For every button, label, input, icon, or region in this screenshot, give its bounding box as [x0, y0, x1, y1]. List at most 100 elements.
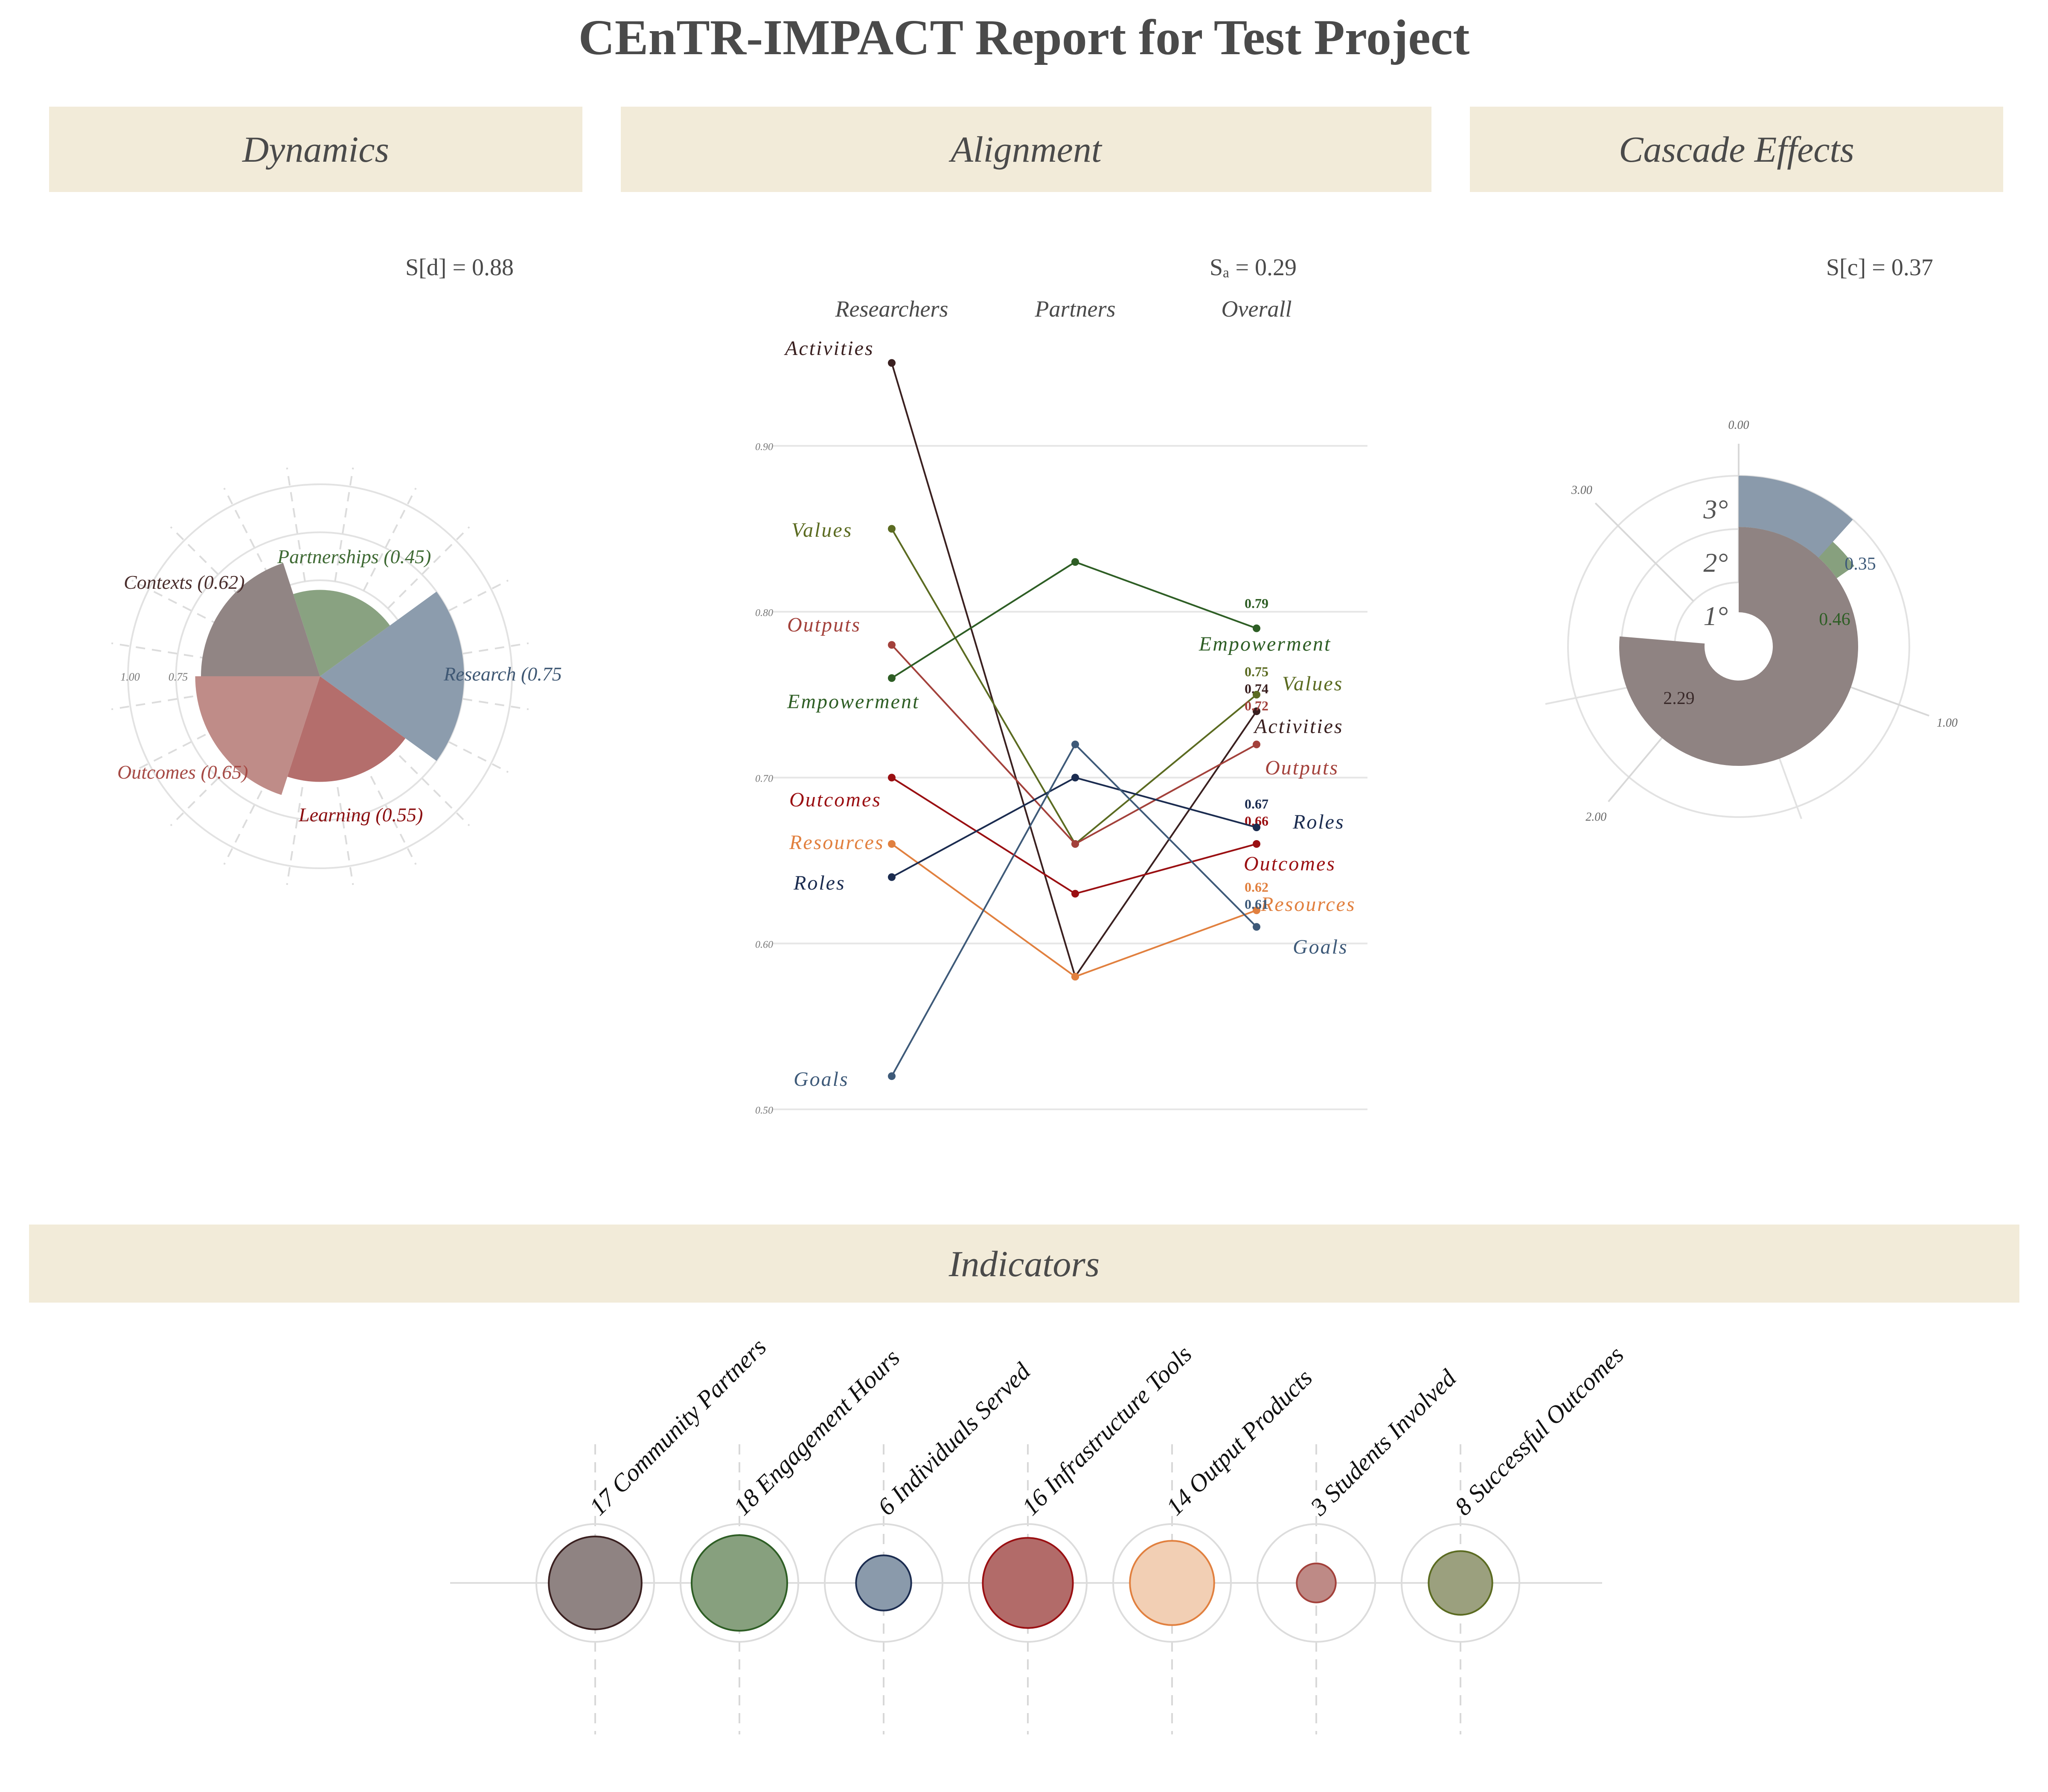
cascade-tick-label: 2.00 — [1585, 810, 1606, 823]
alignment-series-label-left: Goals — [794, 1068, 849, 1091]
alignment-point — [1253, 906, 1260, 914]
indicator-bubble — [1296, 1562, 1337, 1603]
alignment-score: Sₐ = 0.29 — [1210, 254, 1297, 281]
alignment-header: Alignment — [621, 107, 1431, 192]
dynamics-wedge — [195, 676, 320, 795]
indicators-header: Indicators — [29, 1225, 2019, 1303]
dynamics-tick-label: 1.00 — [120, 671, 140, 683]
cascade-tick-label: 3.00 — [1571, 483, 1592, 497]
alignment-series-label-left: Outputs — [787, 614, 861, 636]
indicator-outer-ring — [968, 1523, 1088, 1643]
report-title: CEnTR-IMPACT Report for Test Project — [578, 9, 1470, 65]
alignment-overall-value: 0.79 — [1245, 596, 1268, 611]
alignment-series-label-left: Values — [791, 519, 852, 541]
cascade-value-label: 0.35 — [1844, 554, 1876, 574]
dynamics-label: Research (0.75 — [443, 663, 562, 685]
dynamics-spoke — [363, 761, 417, 865]
cascade-bar — [1739, 476, 1853, 558]
alignment-x-category: Partners — [1035, 296, 1116, 322]
alignment-point — [888, 1072, 896, 1080]
dynamics-spoke — [387, 526, 470, 609]
alignment-y-tick: 0.80 — [755, 608, 773, 619]
indicator-outer-ring — [824, 1523, 943, 1643]
cascade-header: Cascade Effects — [1470, 107, 2003, 192]
alignment-point — [1253, 923, 1260, 931]
cascade-ring-label: 1° — [1703, 601, 1728, 631]
indicator-bubble — [1129, 1540, 1215, 1626]
cascade-value-label: 0.46 — [1819, 610, 1850, 629]
alignment-point — [1071, 774, 1079, 782]
alignment-y-tick: 0.90 — [755, 442, 773, 453]
dynamics-label: Contexts (0.62) — [124, 571, 245, 593]
indicator-label: 6 Individuals Served — [872, 1357, 1036, 1521]
dynamics-label: Partnerships (0.45) — [277, 546, 431, 567]
alignment-overall-value: 0.67 — [1245, 796, 1268, 812]
dynamics-spoke — [387, 743, 470, 826]
indicator-bubble — [691, 1534, 788, 1632]
alignment-point — [1253, 840, 1260, 848]
cascade-score: S[c] = 0.37 — [1826, 254, 1933, 281]
alignment-point — [1071, 973, 1079, 980]
dynamics-header: Dynamics — [49, 107, 582, 192]
alignment-point — [1071, 740, 1079, 748]
alignment-chart: 0.50 0.60 0.70 0.80 0.90 Researchers Partners O… — [755, 296, 1367, 1116]
alignment-point — [1253, 624, 1260, 632]
dynamics-wedge — [201, 563, 320, 676]
dynamics-tick-label: 0.75 — [169, 671, 188, 683]
indicator-outer-ring — [535, 1523, 655, 1643]
dynamics-wedge — [293, 590, 390, 676]
alignment-series-label-right: Outcomes — [1244, 852, 1336, 875]
cascade-value-label: 2.29 — [1663, 689, 1695, 708]
alignment-point — [1253, 740, 1260, 748]
alignment-point — [1253, 823, 1260, 832]
alignment-series-label-left: Outcomes — [789, 788, 881, 811]
cascade-ring-label: 2° — [1703, 547, 1728, 578]
indicator-bubble — [548, 1536, 643, 1630]
indicator-label: 14 Output Products — [1161, 1364, 1318, 1521]
alignment-point — [888, 774, 896, 782]
dynamics-wedge — [287, 676, 406, 782]
alignment-overall-value: 0.61 — [1245, 896, 1268, 912]
alignment-overall-value: 0.72 — [1245, 698, 1268, 713]
cascade-bar — [1619, 527, 1858, 766]
dynamics-label: Outcomes (0.65) — [117, 761, 248, 783]
indicator-bubble — [855, 1554, 912, 1612]
alignment-point — [1253, 691, 1260, 699]
alignment-point — [888, 641, 896, 649]
alignment-point — [1071, 840, 1079, 848]
dynamics-wedge — [320, 591, 464, 761]
alignment-point — [888, 840, 896, 848]
alignment-point — [888, 525, 896, 533]
alignment-point — [888, 873, 896, 881]
indicator-outer-ring — [1401, 1523, 1520, 1643]
alignment-series-label-right: Empowerment — [1199, 633, 1331, 655]
indicator-label: 3 Students Involved — [1305, 1364, 1462, 1521]
alignment-y-tick: 0.60 — [755, 939, 773, 950]
indicator-bubble — [1428, 1550, 1493, 1616]
alignment-series-label-right: Goals — [1293, 936, 1348, 958]
cascade-ring-label: 3° — [1703, 494, 1728, 524]
alignment-series-label-right: Values — [1282, 672, 1343, 695]
alignment-series-line — [891, 528, 1257, 846]
alignment-series-label-right: Roles — [1292, 811, 1345, 833]
dynamics-label: Learning (0.55) — [298, 804, 423, 826]
alignment-series-label-right: Activities — [1253, 715, 1344, 738]
alignment-x-category: Overall — [1222, 296, 1292, 322]
cascade-tick-label: 0.00 — [1728, 419, 1749, 432]
alignment-series-label-right: Resources — [1260, 893, 1356, 916]
dynamics-score: S[d] = 0.88 — [405, 254, 514, 281]
indicator-bubble — [982, 1537, 1074, 1629]
indicator-outer-ring — [680, 1523, 799, 1643]
alignment-point — [1071, 558, 1079, 566]
alignment-series-label-left: Roles — [793, 872, 846, 894]
alignment-series-label-left: Empowerment — [787, 690, 919, 713]
alignment-series-line — [891, 363, 1257, 979]
dynamics-spoke — [286, 771, 306, 885]
alignment-series-label-right: Outputs — [1265, 756, 1339, 779]
alignment-overall-value: 0.75 — [1245, 664, 1268, 679]
alignment-series-line — [891, 843, 1257, 978]
indicator-outer-ring — [1257, 1523, 1376, 1643]
dynamics-spoke — [334, 467, 354, 582]
